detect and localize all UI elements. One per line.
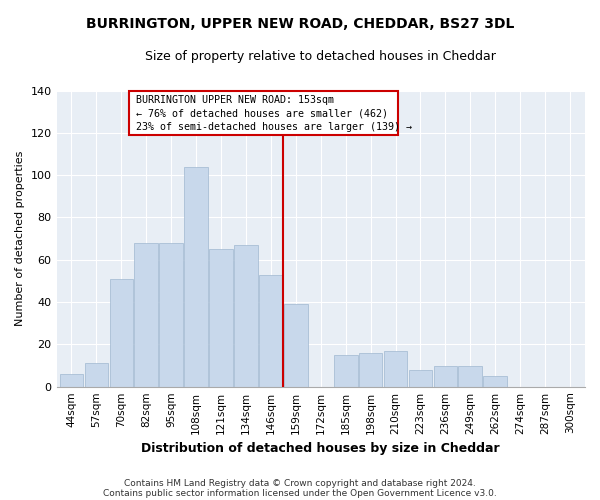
Bar: [59, 374, 83, 386]
Bar: [134, 243, 158, 386]
Y-axis label: Number of detached properties: Number of detached properties: [15, 151, 25, 326]
Bar: [259, 274, 283, 386]
Text: BURRINGTON, UPPER NEW ROAD, CHEDDAR, BS27 3DL: BURRINGTON, UPPER NEW ROAD, CHEDDAR, BS2…: [86, 18, 514, 32]
Bar: [184, 166, 208, 386]
Bar: [234, 245, 258, 386]
Bar: [409, 370, 433, 386]
FancyBboxPatch shape: [129, 90, 398, 135]
Bar: [110, 279, 133, 386]
Text: Contains HM Land Registry data © Crown copyright and database right 2024.: Contains HM Land Registry data © Crown c…: [124, 478, 476, 488]
Text: BURRINGTON UPPER NEW ROAD: 153sqm: BURRINGTON UPPER NEW ROAD: 153sqm: [136, 95, 334, 105]
Bar: [359, 353, 382, 386]
Text: 23% of semi-detached houses are larger (139) →: 23% of semi-detached houses are larger (…: [136, 122, 412, 132]
Bar: [160, 243, 183, 386]
Bar: [85, 364, 108, 386]
X-axis label: Distribution of detached houses by size in Cheddar: Distribution of detached houses by size …: [142, 442, 500, 455]
Bar: [284, 304, 308, 386]
Bar: [334, 355, 358, 386]
Text: ← 76% of detached houses are smaller (462): ← 76% of detached houses are smaller (46…: [136, 108, 388, 118]
Bar: [384, 350, 407, 386]
Bar: [209, 249, 233, 386]
Bar: [434, 366, 457, 386]
Bar: [484, 376, 507, 386]
Bar: [458, 366, 482, 386]
Title: Size of property relative to detached houses in Cheddar: Size of property relative to detached ho…: [145, 50, 496, 63]
Text: Contains public sector information licensed under the Open Government Licence v3: Contains public sector information licen…: [103, 488, 497, 498]
